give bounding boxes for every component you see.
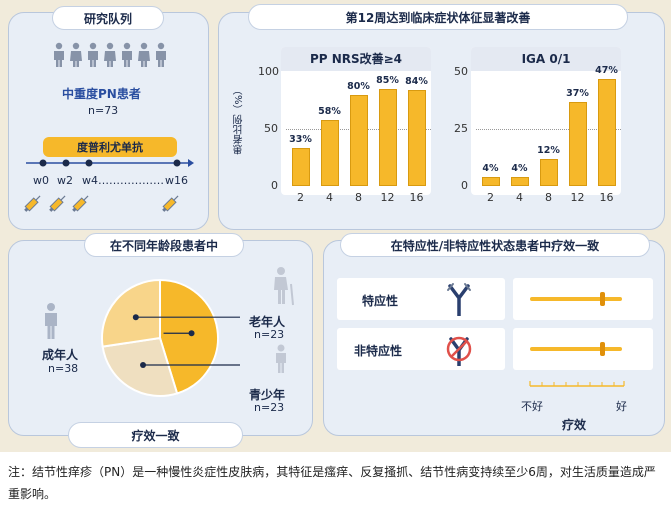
bar [510,176,529,186]
x-tick-label: 12 [570,191,585,204]
y-axis-label: 患者比例（%） [234,85,245,155]
efficacy-slider-track [530,297,622,301]
bar-value-label: 80% [347,80,370,92]
non-atopic-label: 非特应性 [354,344,403,358]
elderly-label: 老年人 [249,315,286,329]
syringe-icon [72,195,89,212]
drug-bar: 度普利尤单抗 [43,137,177,157]
atopic-row [337,278,505,320]
bar-value-label: 47% [595,64,618,76]
patient-count: n=73 [88,104,119,117]
efficacy-slider-track [530,347,622,351]
y-tick-label: 100 [258,65,279,78]
x-tick-label: 2 [487,191,494,204]
person-icon [138,42,150,67]
person-icon [104,42,116,67]
adult-icon [45,303,57,339]
bar-value-label: 58% [318,105,341,117]
leader-dot [140,362,147,369]
bar-value-label: 33% [289,134,312,146]
bar [378,89,397,186]
x-tick-label: 4 [516,191,523,204]
person-icon [122,42,132,67]
bar [320,119,339,186]
person-icon [88,42,98,67]
y-tick-label: 50 [454,65,468,78]
efficacy-scale [529,381,625,387]
timeline-w2: w2 [57,174,73,187]
timeline-w0: w0 [33,174,49,187]
person-icon [70,42,82,67]
improvement-title: 第12周达到临床症状体征显著改善 [248,4,628,30]
x-tick-label: 8 [355,191,362,204]
age-title: 在不同年龄段患者中 [84,233,244,257]
bar-value-label: 12% [537,144,560,156]
timeline-w16: w16 [165,174,188,187]
patient-label: 中重度PN患者 [62,87,141,101]
bar [597,78,616,186]
chart-title: PP NRS改善≥4 [281,47,431,71]
patient-icons [52,42,168,68]
age-pie [101,278,240,397]
timeline-w4: w4……………… [82,174,164,187]
x-tick-label: 16 [599,191,614,204]
syringe-icon [162,195,179,212]
efficacy-slider-thumb [599,342,605,356]
syringe-icon [24,195,41,212]
bar [349,94,368,186]
footnote: 注：结节性痒疹（PN）是一种慢性炎症性皮肤病，其特征是瘙痒、反复搔抓、结节性病变… [8,465,656,501]
non-atopic-row [337,328,505,370]
bar-value-label: 4% [482,162,499,174]
pie-slice-youth [101,278,161,348]
y-tick-label: 0 [271,179,278,192]
bar [407,90,426,186]
adult-count: n=38 [48,362,79,375]
youth-count: n=23 [254,401,285,414]
youth-icon [276,344,286,373]
cohort-title: 研究队列 [52,6,164,30]
x-tick-label: 16 [409,191,424,204]
bar-value-label: 85% [376,75,399,87]
adult-label: 成年人 [42,348,79,362]
x-tick-label: 12 [380,191,395,204]
no-antibody-icon [446,336,472,366]
timeline [26,159,194,167]
bar [291,148,310,186]
infographic-canvas: 研究队列 中重度PN患者 n=73 度普利尤单抗 w0 w2 w4……………… … [0,0,671,452]
bar-value-label: 84% [405,76,428,88]
y-tick-label: 0 [461,179,468,192]
bar-value-label: 37% [566,87,589,99]
chart-title: IGA 0/1 [471,47,621,71]
y-tick-label: 25 [454,122,468,135]
elderly-count: n=23 [254,328,285,341]
person-icon [54,42,64,67]
scale-bad-label: 不好 [521,400,543,413]
bar [568,101,587,186]
syringe-icon [49,195,66,212]
atopy-title: 在特应性/非特应性状态患者中疗效一致 [340,233,650,257]
bar-value-label: 4% [511,162,528,174]
youth-label: 青少年 [249,388,286,402]
efficacy-slider-thumb [599,292,605,306]
elderly-icon [274,267,294,306]
x-tick-label: 4 [326,191,333,204]
bar [539,158,558,186]
consistent-efficacy-badge: 疗效一致 [68,422,243,448]
gridline [476,129,621,130]
antibody-icon [447,283,471,316]
x-tick-label: 2 [297,191,304,204]
atopic-label: 特应性 [362,294,399,308]
scale-good-label: 好 [616,400,627,413]
person-icon [156,42,166,67]
y-tick-label: 50 [264,122,278,135]
scale-label: 疗效 [562,418,587,432]
pie-slice-elderly [101,336,179,397]
x-tick-label: 8 [545,191,552,204]
bar [481,176,500,186]
